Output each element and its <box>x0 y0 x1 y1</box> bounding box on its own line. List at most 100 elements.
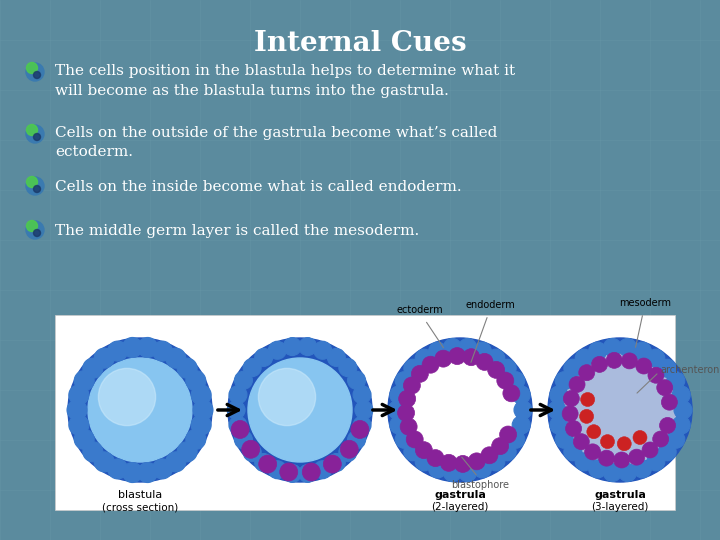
Circle shape <box>580 393 595 407</box>
Circle shape <box>348 431 366 449</box>
Circle shape <box>634 342 652 360</box>
Circle shape <box>74 371 94 391</box>
Circle shape <box>248 358 352 462</box>
Circle shape <box>192 385 211 405</box>
Circle shape <box>186 371 206 391</box>
Circle shape <box>34 186 40 192</box>
Circle shape <box>74 429 94 449</box>
FancyBboxPatch shape <box>55 315 675 510</box>
Circle shape <box>647 453 665 471</box>
Circle shape <box>589 342 607 360</box>
Circle shape <box>353 386 371 404</box>
Circle shape <box>83 442 103 462</box>
Circle shape <box>473 460 491 478</box>
Circle shape <box>229 386 247 404</box>
Circle shape <box>629 449 644 465</box>
Circle shape <box>473 342 491 360</box>
Circle shape <box>564 354 676 466</box>
Circle shape <box>459 339 477 356</box>
Circle shape <box>498 443 516 461</box>
Circle shape <box>69 415 89 435</box>
Circle shape <box>621 353 637 369</box>
Circle shape <box>563 390 580 407</box>
Circle shape <box>314 461 332 479</box>
Circle shape <box>328 454 346 471</box>
Circle shape <box>603 339 621 356</box>
Circle shape <box>592 356 608 373</box>
Circle shape <box>353 416 371 434</box>
Circle shape <box>235 431 253 449</box>
Circle shape <box>503 385 520 402</box>
Circle shape <box>487 361 505 379</box>
Text: endoderm: endoderm <box>465 300 515 310</box>
Circle shape <box>122 463 143 483</box>
Circle shape <box>299 338 317 355</box>
Circle shape <box>500 426 517 443</box>
Circle shape <box>492 437 508 455</box>
Text: (3-layered): (3-layered) <box>591 502 649 512</box>
Text: The middle germ layer is called the mesoderm.: The middle germ layer is called the meso… <box>55 224 419 238</box>
Text: ectoderm: ectoderm <box>397 305 444 315</box>
Circle shape <box>283 338 301 355</box>
Circle shape <box>27 125 37 136</box>
Circle shape <box>34 71 40 78</box>
Circle shape <box>657 380 672 396</box>
Circle shape <box>415 349 433 367</box>
Circle shape <box>600 435 614 449</box>
Circle shape <box>667 430 685 448</box>
Text: Cells on the outside of the gastrula become what’s called
ectoderm.: Cells on the outside of the gastrula bec… <box>55 126 498 159</box>
Circle shape <box>314 341 332 359</box>
Circle shape <box>512 416 530 434</box>
Circle shape <box>587 424 600 438</box>
Circle shape <box>672 416 690 434</box>
Circle shape <box>653 431 669 447</box>
Circle shape <box>258 455 276 473</box>
Circle shape <box>229 416 247 434</box>
Circle shape <box>548 338 692 482</box>
Circle shape <box>487 453 505 471</box>
Text: (cross section): (cross section) <box>102 502 178 512</box>
Circle shape <box>404 359 422 377</box>
Circle shape <box>642 442 658 458</box>
Circle shape <box>603 463 621 482</box>
Circle shape <box>487 349 505 367</box>
Circle shape <box>390 416 408 434</box>
Circle shape <box>122 338 143 357</box>
Circle shape <box>27 220 37 232</box>
Circle shape <box>26 177 44 195</box>
Text: blastophore: blastophore <box>451 480 509 490</box>
Text: gastrula: gastrula <box>434 490 486 500</box>
Circle shape <box>564 443 582 461</box>
Circle shape <box>269 461 287 479</box>
Circle shape <box>658 359 676 377</box>
Circle shape <box>566 421 582 436</box>
Text: Internal Cues: Internal Cues <box>253 30 467 57</box>
Circle shape <box>177 442 197 462</box>
Circle shape <box>589 460 607 478</box>
Circle shape <box>348 372 366 389</box>
Circle shape <box>562 406 578 422</box>
Circle shape <box>404 354 516 466</box>
Circle shape <box>573 434 589 450</box>
Circle shape <box>662 394 678 410</box>
Circle shape <box>468 453 485 470</box>
Circle shape <box>463 349 480 366</box>
Circle shape <box>406 431 423 448</box>
Circle shape <box>660 417 675 434</box>
Circle shape <box>299 464 317 482</box>
Circle shape <box>68 338 212 482</box>
Circle shape <box>227 401 245 419</box>
Circle shape <box>585 444 600 460</box>
Circle shape <box>34 133 40 140</box>
Circle shape <box>328 348 346 367</box>
Circle shape <box>427 450 444 467</box>
Circle shape <box>283 464 301 482</box>
Circle shape <box>634 460 652 478</box>
Circle shape <box>444 339 462 356</box>
Circle shape <box>166 348 186 368</box>
Circle shape <box>435 350 452 367</box>
Circle shape <box>388 401 406 419</box>
Circle shape <box>108 341 127 361</box>
Circle shape <box>606 352 622 368</box>
Circle shape <box>177 358 197 378</box>
